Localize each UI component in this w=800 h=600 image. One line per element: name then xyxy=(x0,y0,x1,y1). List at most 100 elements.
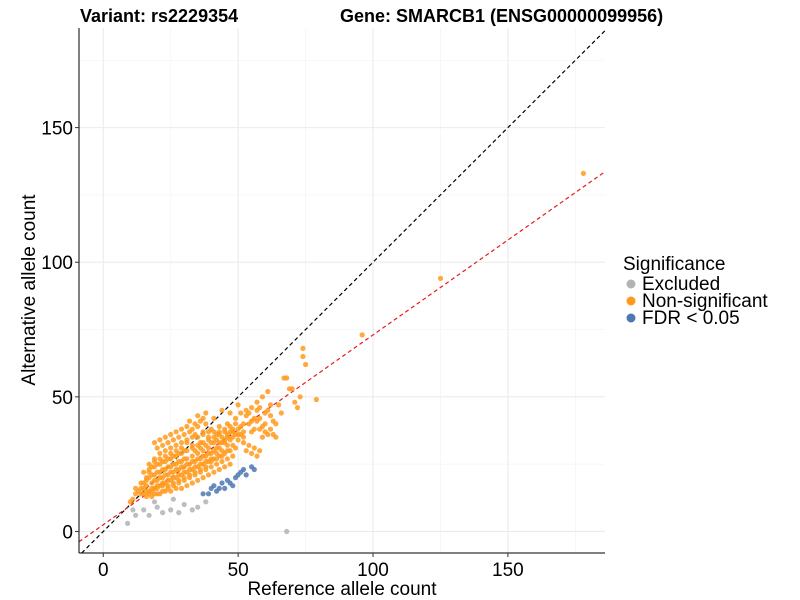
point-non-significant xyxy=(251,415,257,421)
point-non-significant xyxy=(216,445,222,451)
point-excluded xyxy=(176,509,182,516)
point-non-significant xyxy=(192,448,198,454)
point-non-significant xyxy=(173,453,179,459)
point-non-significant xyxy=(227,423,233,430)
legend-label-non-significant: Non-significant xyxy=(642,291,768,312)
point-non-significant xyxy=(267,426,274,432)
point-non-significant xyxy=(273,421,279,427)
point-excluded xyxy=(146,512,152,518)
point-non-significant xyxy=(238,410,244,416)
point-excluded xyxy=(151,499,158,505)
point-non-significant xyxy=(165,483,171,489)
legend-label-excluded: Excluded xyxy=(642,274,720,295)
point-non-significant xyxy=(240,429,247,435)
point-non-significant xyxy=(303,361,309,368)
point-non-significant xyxy=(162,458,168,465)
point-non-significant xyxy=(160,466,166,473)
point-non-significant xyxy=(187,466,193,473)
point-non-significant xyxy=(154,469,160,475)
point-non-significant xyxy=(146,466,152,473)
point-non-significant xyxy=(224,431,230,438)
point-non-significant xyxy=(149,488,155,494)
point-non-significant xyxy=(230,434,236,440)
point-non-significant xyxy=(165,464,171,470)
point-excluded xyxy=(170,496,176,502)
point-non-significant xyxy=(211,415,217,421)
y-tick-label: 0 xyxy=(62,522,73,543)
point-fdr-0-05 xyxy=(230,483,236,489)
point-non-significant xyxy=(168,488,174,494)
point-non-significant xyxy=(170,461,176,467)
point-non-significant xyxy=(208,464,214,470)
point-non-significant xyxy=(224,456,230,462)
point-non-significant xyxy=(178,485,185,491)
point-non-significant xyxy=(249,450,255,456)
point-non-significant xyxy=(227,461,233,467)
point-non-significant xyxy=(227,410,233,416)
point-non-significant xyxy=(181,475,187,481)
point-excluded xyxy=(189,507,195,513)
point-non-significant xyxy=(230,429,236,435)
point-excluded xyxy=(141,507,147,513)
point-non-significant xyxy=(257,405,263,411)
legend-label-fdr: FDR < 0.05 xyxy=(642,308,740,329)
point-non-significant xyxy=(254,399,260,405)
point-non-significant xyxy=(219,458,225,465)
point-non-significant xyxy=(211,469,217,475)
point-non-significant xyxy=(235,431,241,438)
point-non-significant xyxy=(162,434,168,440)
point-non-significant xyxy=(208,440,214,446)
point-excluded xyxy=(195,504,201,510)
point-non-significant xyxy=(292,399,298,405)
point-non-significant xyxy=(243,407,249,413)
point-non-significant xyxy=(222,464,228,470)
point-non-significant xyxy=(184,448,190,454)
point-non-significant xyxy=(243,448,249,454)
point-non-significant xyxy=(173,485,179,491)
point-non-significant xyxy=(178,450,185,456)
point-non-significant xyxy=(235,402,241,408)
point-excluded xyxy=(125,520,131,527)
point-excluded xyxy=(133,512,139,518)
point-non-significant xyxy=(149,472,155,478)
point-non-significant xyxy=(168,456,174,462)
point-non-significant xyxy=(235,437,241,443)
point-fdr-0-05 xyxy=(243,472,249,478)
point-non-significant xyxy=(176,458,182,465)
point-non-significant xyxy=(189,426,195,432)
point-non-significant xyxy=(160,483,166,489)
point-non-significant xyxy=(273,434,279,440)
point-non-significant xyxy=(276,402,282,408)
point-non-significant xyxy=(141,469,147,475)
point-non-significant xyxy=(168,431,174,438)
point-non-significant xyxy=(230,442,236,448)
point-non-significant xyxy=(251,445,257,451)
point-non-significant xyxy=(200,475,206,481)
point-non-significant xyxy=(259,434,265,440)
point-non-significant xyxy=(157,437,163,443)
point-non-significant xyxy=(300,353,306,360)
point-non-significant xyxy=(192,464,198,470)
point-non-significant xyxy=(173,466,179,473)
point-non-significant xyxy=(138,491,144,497)
point-non-significant xyxy=(157,475,163,481)
reference-line-identity xyxy=(81,30,606,554)
point-non-significant xyxy=(359,332,365,338)
y-tick-label: 100 xyxy=(41,253,73,274)
point-non-significant xyxy=(265,431,271,438)
y-tick-label: 150 xyxy=(41,119,73,140)
point-non-significant xyxy=(222,426,228,432)
point-excluded xyxy=(130,507,136,513)
point-non-significant xyxy=(437,275,444,281)
grid-lines xyxy=(79,28,605,553)
point-non-significant xyxy=(197,461,203,467)
point-non-significant xyxy=(232,421,239,427)
point-non-significant xyxy=(151,477,158,483)
point-non-significant xyxy=(151,464,158,470)
point-non-significant xyxy=(192,421,198,427)
point-non-significant xyxy=(151,458,158,465)
point-non-significant xyxy=(173,442,179,448)
point-non-significant xyxy=(154,445,160,451)
point-non-significant xyxy=(230,453,236,459)
point-non-significant xyxy=(189,458,195,465)
